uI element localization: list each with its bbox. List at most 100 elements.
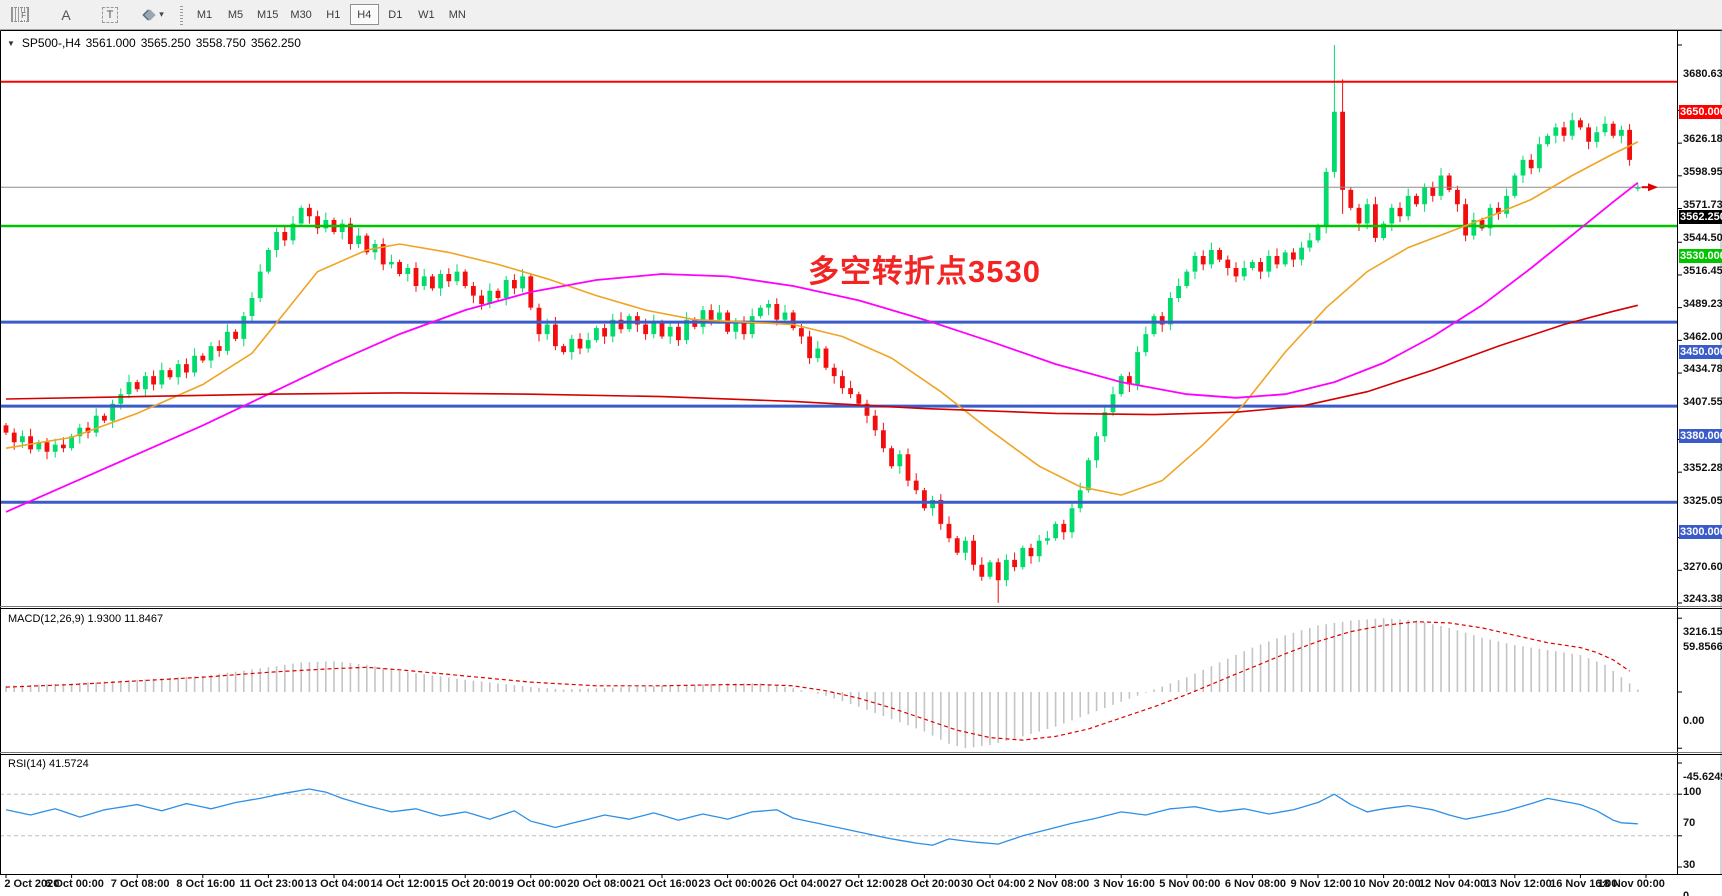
timeframe-button-h4[interactable]: H4 xyxy=(349,4,379,25)
macd-indicator-values: 1.9300 11.8467 xyxy=(87,613,164,625)
rsi-tick-label: 100 xyxy=(1683,786,1702,798)
bull-candle-wicks xyxy=(21,45,1639,587)
ma-slow-magenta xyxy=(5,181,1639,513)
timeframe-button-m30[interactable]: M30 xyxy=(285,4,316,25)
rsi-indicator-name: RSI(14) xyxy=(8,758,46,770)
macd-panel xyxy=(5,618,1639,749)
timeframe-button-h1[interactable]: H1 xyxy=(319,4,348,25)
chart-area: ▼ SP500-,H4 3561.000 3565.250 3558.750 3… xyxy=(0,30,1722,896)
date-axis-label: 13 Oct 04:00 xyxy=(304,878,370,890)
macd-tick-label: -45.6249 xyxy=(1683,771,1722,784)
rsi-indicator-value: 41.5724 xyxy=(48,758,89,770)
macd-histogram xyxy=(5,618,1639,749)
price-tick-label: 3544.505 xyxy=(1683,231,1722,244)
candles-layer xyxy=(3,45,1641,603)
price-tick-label: 3352.280 xyxy=(1683,462,1722,475)
date-axis-label: 7 Oct 08:00 xyxy=(110,878,170,890)
price-tick-label: 3680.630 xyxy=(1683,68,1722,80)
date-axis-label: 20 Oct 08:00 xyxy=(567,878,633,890)
ohlc-open: 3561.000 xyxy=(85,36,136,50)
timeframe-button-m5[interactable]: M5 xyxy=(221,4,250,25)
hline-price-badge: 3380.000 xyxy=(1679,429,1722,444)
rsi-tick-label: 30 xyxy=(1683,858,1696,871)
date-axis-label: 2 Oct 2020 xyxy=(4,878,60,890)
date-axis-label: 23 Oct 00:00 xyxy=(698,878,764,890)
date-axis-label: 12 Nov 04:00 xyxy=(1418,878,1487,890)
price-tick-label: 3489.230 xyxy=(1683,297,1722,310)
price-tick-label: 3325.055 xyxy=(1683,495,1722,508)
bull-candle-bodies xyxy=(20,111,1641,581)
chart-title: ▼ SP500-,H4 3561.000 3565.250 3558.750 3… xyxy=(7,36,301,50)
date-axis-label: 6 Nov 08:00 xyxy=(1224,878,1287,890)
timeframe-button-mn[interactable]: MN xyxy=(443,4,472,25)
date-axis-label: 27 Oct 12:00 xyxy=(829,878,895,890)
date-axis-label: 15 Oct 20:00 xyxy=(436,878,501,890)
price-tick-label: 3407.555 xyxy=(1683,396,1722,409)
text-box-icon: T xyxy=(101,6,119,23)
date-axis-label: 30 Oct 04:00 xyxy=(960,878,1026,890)
date-axis-label: 5 Nov 00:00 xyxy=(1159,878,1221,890)
rsi-panel xyxy=(0,788,1677,846)
date-axis-label: 14 Oct 12:00 xyxy=(370,878,436,890)
chart-text-annotation[interactable]: 多空转折点3530 xyxy=(808,254,1041,289)
macd-panel-label: MACD(12,26,9) 1.9300 11.8467 xyxy=(8,613,163,625)
ma-fast-orange xyxy=(5,141,1639,496)
toolbar-separator xyxy=(180,4,183,25)
ohlc-low: 3558.750 xyxy=(195,36,246,50)
timeframe-button-w1[interactable]: W1 xyxy=(412,4,441,25)
date-axis-label: 6 Oct 00:00 xyxy=(45,878,104,890)
timeframe-button-m15[interactable]: M15 xyxy=(252,4,283,25)
timeframe-button-m1[interactable]: M1 xyxy=(190,4,219,25)
toolbar: F A T ▾ M1 M5 M15 M30 H1 H4 D1 W1 MN xyxy=(0,0,1722,30)
rsi-tick-label: 70 xyxy=(1683,817,1696,830)
text-annotation-button[interactable]: A xyxy=(52,3,80,27)
macd-tick-label: 0.00 xyxy=(1683,715,1705,727)
date-axis-label: 28 Oct 20:00 xyxy=(895,878,961,890)
chart-menu-caret-icon[interactable]: ▼ xyxy=(7,38,15,48)
date-axis-label: 19 Oct 00:00 xyxy=(501,878,567,890)
pattern-grid-icon: F xyxy=(11,7,29,22)
chevron-down-icon: ▾ xyxy=(159,9,164,19)
pattern-fill-button[interactable]: F xyxy=(6,3,34,27)
current-price-badge: 3562.250 xyxy=(1679,210,1722,225)
price-tick-label: 3598.955 xyxy=(1683,166,1722,179)
letter-a-icon: A xyxy=(61,6,71,23)
hline-price-badge: 3450.000 xyxy=(1679,345,1722,360)
hline-price-badge: 3530.000 xyxy=(1679,248,1722,263)
price-tick-label: 3626.180 xyxy=(1683,133,1722,146)
pattern-grid-label: F xyxy=(20,11,26,20)
macd-signal-line xyxy=(5,621,1630,741)
shapes-dropdown-button[interactable]: ▾ xyxy=(140,3,168,27)
rsi-panel-label: RSI(14) 41.5724 xyxy=(8,758,89,770)
date-axis-label: 11 Oct 23:00 xyxy=(239,878,304,890)
text-label-button[interactable]: T xyxy=(96,3,124,27)
price-tick-label: 3571.730 xyxy=(1683,198,1722,211)
hline-price-badge: 3300.000 xyxy=(1679,525,1722,540)
date-axis-label: 2 Nov 08:00 xyxy=(1028,878,1090,890)
macd-tick-label: 59.8566 xyxy=(1683,641,1722,654)
panel-borders xyxy=(0,30,1722,878)
price-tick-label: 3434.780 xyxy=(1683,363,1722,376)
ohlc-high: 3565.250 xyxy=(140,36,191,50)
price-tick-label: 3516.455 xyxy=(1683,265,1722,278)
timeframe-button-d1[interactable]: D1 xyxy=(381,4,410,25)
date-axis-label: 18 Nov 00:00 xyxy=(1597,878,1665,890)
date-axis-label: 13 Nov 12:00 xyxy=(1484,878,1552,890)
symbol-timeframe-label: SP500-,H4 xyxy=(21,36,81,50)
date-axis-label: 3 Nov 16:00 xyxy=(1093,878,1155,890)
rsi-tick-label: 0 xyxy=(1683,890,1690,896)
date-axis-label: 21 Oct 16:00 xyxy=(632,878,698,890)
price-chart-canvas[interactable] xyxy=(0,30,1722,896)
price-tick-label: 3243.380 xyxy=(1683,593,1722,606)
price-tick-label: 3462.005 xyxy=(1683,330,1722,343)
shapes-icon xyxy=(142,7,156,22)
date-axis-label: 9 Nov 12:00 xyxy=(1290,878,1352,890)
rsi-line xyxy=(5,788,1638,846)
date-axis-label: 16 Nov 16:00 xyxy=(1550,878,1618,890)
last-price-arrow-icon xyxy=(1641,183,1658,192)
price-tick-label: 3270.605 xyxy=(1683,560,1722,573)
macd-indicator-name: MACD(12,26,9) xyxy=(8,613,85,625)
timeframe-group: M1 M5 M15 M30 H1 H4 D1 W1 MN xyxy=(189,0,473,30)
date-axis-label: 10 Nov 20:00 xyxy=(1353,878,1421,890)
